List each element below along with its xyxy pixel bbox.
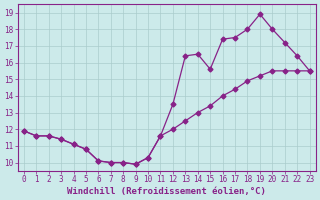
X-axis label: Windchill (Refroidissement éolien,°C): Windchill (Refroidissement éolien,°C) (67, 187, 266, 196)
